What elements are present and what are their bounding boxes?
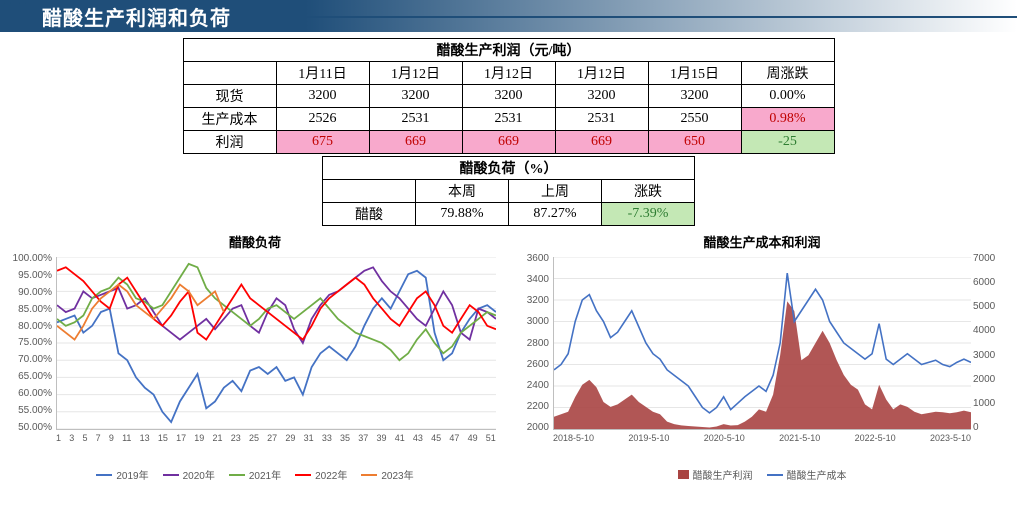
table-row: 利润 675 669 669 669 650 -25: [183, 131, 834, 154]
x-axis: 1357911131517192123252729313335373941434…: [56, 433, 496, 443]
y-axis-right: 70006000500040003000200010000: [973, 253, 1007, 433]
table-row: 生产成本 2526 2531 2531 2531 2550 0.98%: [183, 108, 834, 131]
profit-table-title: 醋酸生产利润（元/吨）: [183, 39, 834, 62]
legend: 2019年2020年2021年2022年2023年: [10, 467, 500, 482]
chart-title: 醋酸负荷: [10, 232, 500, 251]
charts-row: 醋酸负荷 100.00%95.00%90.00%85.00%80.00%75.0…: [0, 228, 1017, 482]
header-accent: [0, 2, 26, 30]
x-axis: 2018-5-102019-5-102020-5-102021-5-102022…: [553, 433, 971, 443]
plot-area: [553, 257, 971, 430]
header-line: [300, 16, 1017, 18]
table-row: 醋酸 79.88% 87.27% -7.39%: [323, 203, 695, 226]
table-row: 1月11日 1月12日 1月12日 1月12日 1月15日 周涨跌: [183, 62, 834, 85]
plot-area: [56, 257, 496, 430]
table-row: 本周 上周 涨跌: [323, 180, 695, 203]
header-title: 醋酸生产利润和负荷: [26, 2, 231, 31]
legend: 醋酸生产利润醋酸生产成本: [517, 467, 1007, 482]
section-header: 醋酸生产利润和负荷: [0, 0, 1017, 32]
load-table: 醋酸负荷（%） 本周 上周 涨跌 醋酸 79.88% 87.27% -7.39%: [322, 156, 695, 226]
y-axis: 100.00%95.00%90.00%85.00%80.00%75.00%70.…: [10, 253, 52, 433]
cost-profit-chart: 醋酸生产成本和利润 360034003200300028002600240022…: [517, 232, 1007, 482]
table-row: 现货 3200 3200 3200 3200 3200 0.00%: [183, 85, 834, 108]
load-table-title: 醋酸负荷（%）: [323, 157, 695, 180]
profit-table: 醋酸生产利润（元/吨） 1月11日 1月12日 1月12日 1月12日 1月15…: [183, 38, 835, 154]
header-ribbon: [280, 0, 300, 32]
y-axis-left: 360034003200300028002600240022002000: [517, 253, 549, 433]
load-chart: 醋酸负荷 100.00%95.00%90.00%85.00%80.00%75.0…: [10, 232, 500, 482]
chart-title: 醋酸生产成本和利润: [517, 232, 1007, 251]
